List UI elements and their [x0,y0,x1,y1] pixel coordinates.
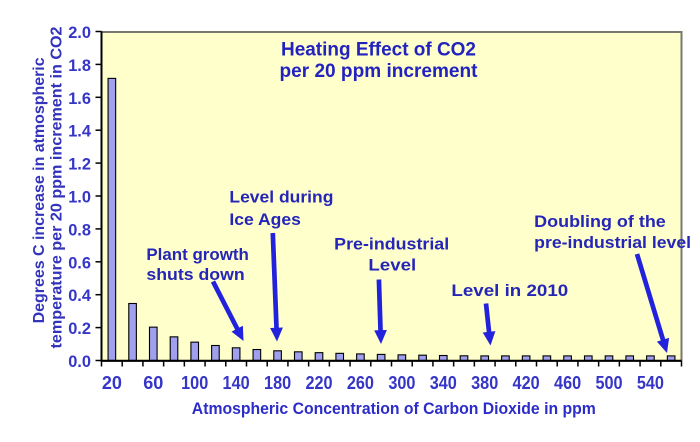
svg-text:0.0: 0.0 [68,352,91,371]
svg-text:Pre-industrial: Pre-industrial [334,236,449,254]
svg-text:Doubling of the: Doubling of the [534,213,666,231]
svg-text:Ice Ages: Ice Ages [229,211,301,229]
svg-text:Degrees C increase in atmosphe: Degrees C increase in atmospheric [31,57,48,323]
svg-text:2.0: 2.0 [68,23,91,42]
svg-text:60: 60 [143,373,163,393]
svg-text:Heating Effect of CO2: Heating Effect of CO2 [281,40,476,61]
svg-text:Level: Level [368,257,416,275]
svg-text:1.8: 1.8 [68,56,91,75]
svg-text:140: 140 [223,373,250,393]
svg-text:0.8: 0.8 [68,220,91,239]
svg-text:temperature per 20 ppm increme: temperature per 20 ppm increment in CO2 [49,26,66,348]
svg-text:Plant growth: Plant growth [146,246,249,264]
svg-text:1.2: 1.2 [68,155,91,174]
svg-text:0.6: 0.6 [68,253,91,272]
svg-text:1.6: 1.6 [68,89,91,108]
svg-text:540: 540 [637,373,664,393]
svg-text:shuts down: shuts down [146,266,244,284]
svg-text:pre-industrial level: pre-industrial level [534,234,691,252]
svg-text:20: 20 [102,373,122,393]
svg-text:500: 500 [595,373,622,393]
svg-text:460: 460 [554,373,581,393]
svg-text:100: 100 [181,373,208,393]
svg-text:0.4: 0.4 [68,286,91,305]
svg-text:per 20 ppm increment: per 20 ppm increment [280,61,479,82]
svg-text:220: 220 [305,373,332,393]
svg-text:300: 300 [388,373,415,393]
svg-text:Level in 2010: Level in 2010 [451,282,568,300]
svg-text:260: 260 [347,373,374,393]
svg-text:Atmospheric Concentration of C: Atmospheric Concentration of Carbon Diox… [192,400,596,418]
svg-text:180: 180 [264,373,291,393]
svg-text:Level during: Level during [229,189,333,207]
svg-text:1.4: 1.4 [68,122,91,141]
svg-text:0.2: 0.2 [68,319,91,338]
svg-text:420: 420 [513,373,540,393]
svg-text:1.0: 1.0 [68,188,91,207]
svg-text:340: 340 [430,373,457,393]
svg-text:380: 380 [471,373,498,393]
